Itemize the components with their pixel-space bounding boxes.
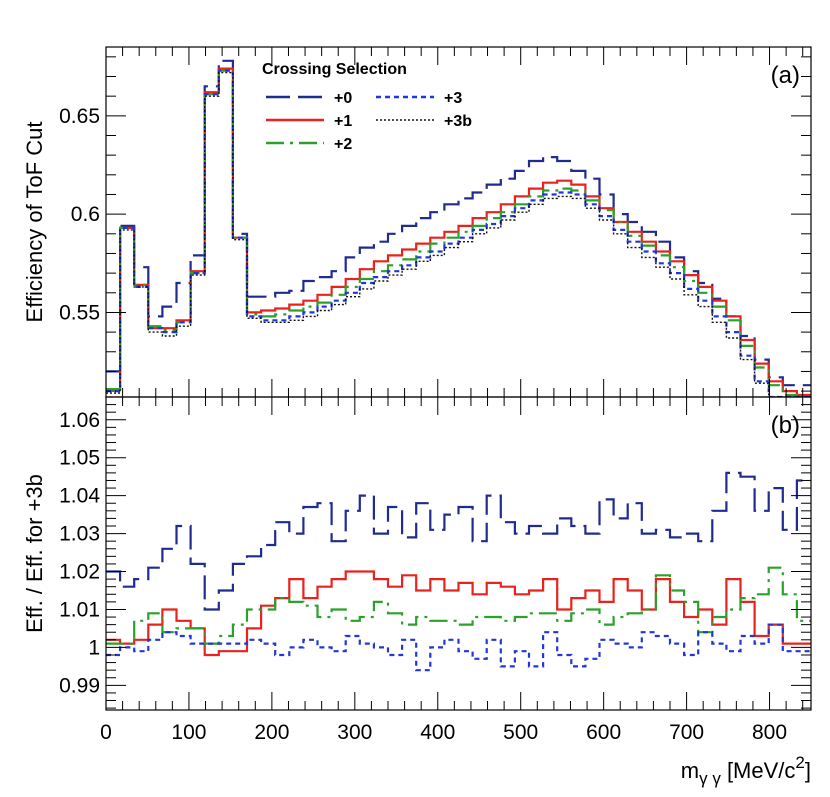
x-tick-label: 0: [100, 721, 112, 744]
y-tick-label: 1.06: [59, 409, 100, 432]
series-line-plus-2: [106, 566, 811, 645]
x-axis-title-sub: γ γ: [699, 769, 721, 788]
panel-b: 0.99 1 1.01 1.02 1.03 1.04 1.05 1.06 0 100 200 300 4…: [22, 396, 812, 788]
legend-label-plus-0: +0: [334, 90, 352, 107]
x-axis-title-close: ]: [805, 758, 811, 783]
series-group: [106, 59, 811, 397]
legend-label-plus-1: +1: [334, 113, 352, 130]
panel-a: 0.55 0.6 0.65 (a) Efficiency of ToF Cut Cross…: [22, 46, 812, 398]
y-tick-label: 1.03: [59, 523, 100, 546]
x-axis-title: mγ γ [MeV/c2]: [681, 753, 811, 788]
x-tick-label: 500: [503, 721, 538, 744]
x-tick-label: 400: [420, 721, 455, 744]
y-axis-title: Efficiency of ToF Cut: [22, 122, 47, 323]
x-tick-label: 200: [254, 721, 289, 744]
y-tick-label: 1.01: [59, 598, 100, 621]
panel-tag: (a): [771, 62, 800, 89]
panel-tag: (b): [771, 412, 800, 439]
x-tick-label: 800: [752, 721, 787, 744]
series-line-plus-1: [106, 570, 811, 657]
y-tick-label: 0.55: [59, 301, 100, 324]
legend-label-plus-3: +3: [444, 90, 462, 107]
x-tick-label: 600: [586, 721, 621, 744]
y-tick-label: 0.99: [59, 674, 100, 697]
y-tick-label: 1.04: [59, 485, 100, 508]
x-tick-label: 700: [669, 721, 704, 744]
legend: Crossing Selection +0 +1 +2 +3 +3b: [262, 61, 472, 153]
plot-frame: [105, 396, 812, 711]
legend-label-plus-3b: +3b: [444, 113, 472, 130]
y-tick-label: 0.6: [71, 203, 100, 226]
y-tick-label: 1.02: [59, 561, 100, 584]
y-axis-title: Eff. / Eff. for +3b: [22, 474, 47, 633]
y-tick-label: 1: [88, 636, 100, 659]
series-line-plus-0: [106, 471, 811, 611]
legend-label-plus-2: +2: [334, 136, 352, 153]
x-axis-title-sup: 2: [795, 753, 804, 772]
x-tick-label: 300: [337, 721, 372, 744]
legend-title: Crossing Selection: [262, 61, 407, 78]
x-tick-label: 100: [171, 721, 206, 744]
x-axis-title-main: m: [681, 758, 699, 783]
series-group: [106, 471, 811, 672]
series-line-plus-3: [106, 623, 811, 672]
series-line-plus-0: [106, 59, 811, 387]
x-axis-title-unit: [MeV/c: [721, 758, 796, 783]
series-line-plus-3b: [106, 71, 811, 397]
y-tick-label: 0.65: [59, 105, 100, 128]
y-tick-label: 1.05: [59, 447, 100, 470]
